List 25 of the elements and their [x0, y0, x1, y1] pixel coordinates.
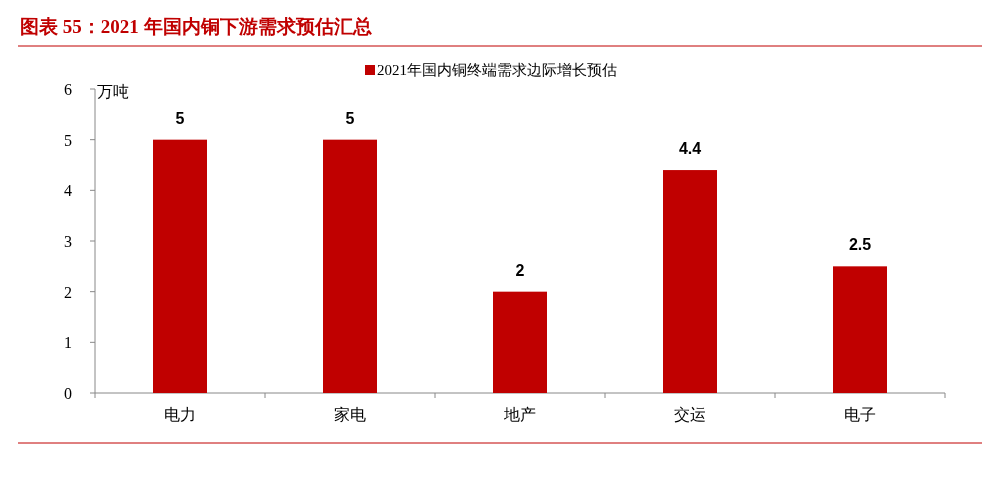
bar	[493, 291, 547, 393]
y-tick-label: 6	[64, 81, 72, 98]
data-label: 5	[175, 109, 185, 127]
x-tick-label: 交运	[674, 406, 706, 423]
data-label: 2	[515, 261, 525, 279]
y-tick-label: 2	[64, 283, 72, 301]
chart-title: 图表 55：2021 年国内铜下游需求预估汇总	[20, 16, 372, 37]
x-tick-label: 家电	[334, 406, 366, 423]
legend-label: 2021年国内铜终端需求边际增长预估	[377, 62, 617, 78]
bar	[833, 266, 887, 393]
data-label: 4.4	[678, 140, 702, 158]
bar	[663, 170, 717, 393]
data-label: 5	[345, 109, 355, 127]
y-axis-title: 万吨	[97, 83, 129, 100]
y-tick-label: 4	[64, 182, 72, 200]
y-tick-label: 5	[64, 131, 72, 149]
bar	[323, 139, 377, 393]
x-tick-label: 电力	[164, 406, 196, 423]
y-tick-label: 0	[64, 385, 72, 402]
x-tick-label: 地产	[503, 406, 536, 423]
data-label: 2.5	[848, 236, 872, 254]
y-tick-label: 3	[64, 233, 72, 250]
bar	[153, 139, 207, 393]
y-tick-label: 1	[64, 334, 72, 352]
x-tick-label: 电子	[844, 406, 876, 423]
